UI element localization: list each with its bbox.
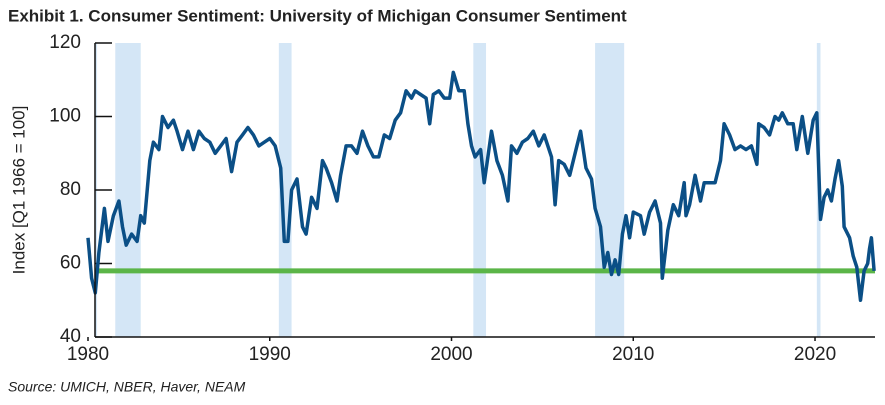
y-tick-label: 120 xyxy=(49,32,81,53)
x-tick-label: 1980 xyxy=(67,344,109,365)
y-tick-label: 100 xyxy=(49,106,81,127)
x-tick-label: 2010 xyxy=(612,344,654,365)
y-tick-label: 80 xyxy=(60,179,81,200)
sentiment-line xyxy=(86,70,876,303)
recession-band xyxy=(278,43,292,337)
recession-band xyxy=(473,43,487,337)
x-tick-label: 1990 xyxy=(249,344,291,365)
x-tick-label: 2020 xyxy=(794,344,836,365)
chart-title: Exhibit 1. Consumer Sentiment: Universit… xyxy=(8,6,627,25)
x-tick-label: 2000 xyxy=(430,344,472,365)
recession-band xyxy=(595,43,625,337)
recession-band xyxy=(115,43,141,337)
y-tick-label: 60 xyxy=(60,253,81,274)
y-tick-label: 40 xyxy=(60,326,81,347)
y-axis-label: Index [Q1 1966 = 100] xyxy=(9,106,28,275)
source-note: Source: UMICH, NBER, Haver, NEAM xyxy=(8,379,246,395)
